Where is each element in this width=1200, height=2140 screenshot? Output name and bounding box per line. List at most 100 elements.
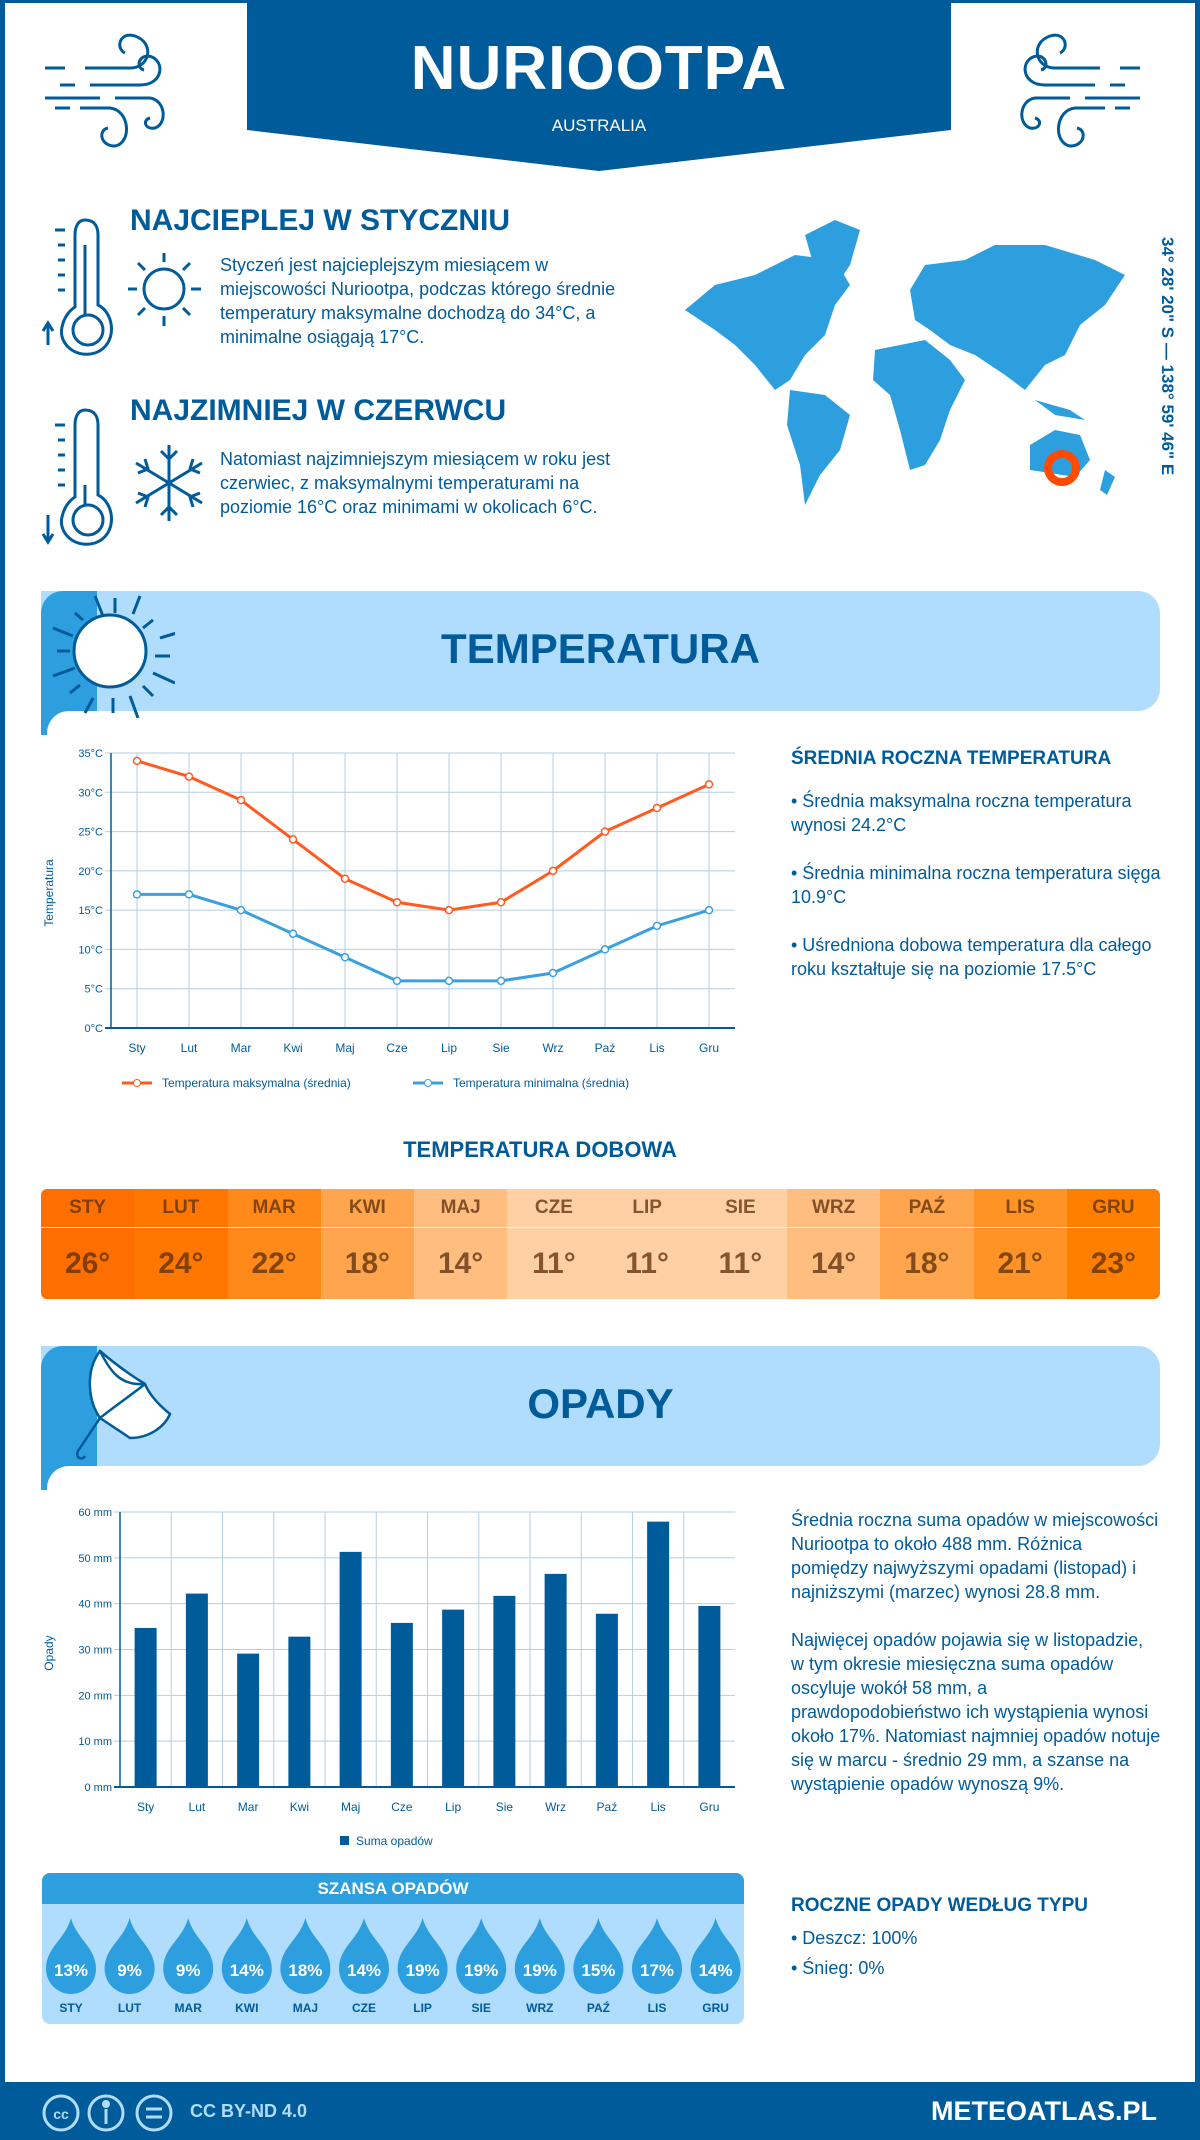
x-tick-label: Maj bbox=[335, 1041, 354, 1055]
daily-cell: PAŹ 18° bbox=[880, 1189, 974, 1299]
raindrop-icon bbox=[514, 1918, 565, 1994]
daily-cell: GRU 23° bbox=[1066, 1189, 1160, 1299]
cc-icon bbox=[42, 2094, 80, 2132]
daily-value: 18° bbox=[344, 1246, 391, 1280]
data-point bbox=[340, 953, 350, 962]
bar bbox=[647, 1521, 670, 1787]
precipitation-type-rain: • Deszcz: 100% bbox=[791, 1928, 918, 1948]
daily-month: MAJ bbox=[414, 1189, 508, 1228]
daily-cell: MAR 22° bbox=[227, 1189, 321, 1299]
x-tick-label: Kwi bbox=[290, 1800, 309, 1814]
daily-cell: SIE 11° bbox=[693, 1189, 787, 1299]
daily-month: WRZ bbox=[787, 1189, 881, 1228]
chance-month: MAR bbox=[175, 2001, 203, 2015]
chance-value: 9% bbox=[117, 1961, 142, 1980]
y-tick-label: 40 mm bbox=[78, 1599, 112, 1611]
y-tick-label: 20°C bbox=[78, 866, 103, 878]
x-tick-label: Wrz bbox=[542, 1041, 563, 1055]
data-point bbox=[340, 874, 350, 883]
summary-bullet: • Średnia minimalna roczna temperatura s… bbox=[791, 863, 1161, 907]
chance-month: LIP bbox=[413, 2001, 432, 2015]
attribution-icon bbox=[87, 2094, 125, 2132]
chance-value: 14% bbox=[347, 1961, 381, 1980]
location-marker bbox=[1044, 450, 1080, 486]
raindrop-icon bbox=[163, 1918, 214, 1994]
x-tick-label: Cze bbox=[386, 1041, 408, 1055]
chance-value: 13% bbox=[54, 1961, 88, 1980]
chance-month: CZE bbox=[352, 2001, 376, 2015]
chance-month: WRZ bbox=[526, 2001, 553, 2015]
no-derivatives-icon bbox=[135, 2094, 173, 2132]
x-tick-label: Maj bbox=[341, 1800, 360, 1814]
sun-icon bbox=[128, 253, 201, 326]
bar bbox=[442, 1609, 465, 1787]
precipitation-chance-panel: SZANSA OPADÓW 13% STY 9% LUT 9% MAR 14% KWI 18% M… bbox=[42, 1873, 744, 2024]
daily-value: 23° bbox=[1090, 1246, 1137, 1280]
license-icons[interactable]: cc bbox=[40, 2092, 180, 2134]
daily-cell: CZE 11° bbox=[507, 1189, 601, 1299]
data-point bbox=[288, 929, 298, 938]
bar bbox=[237, 1653, 260, 1787]
raindrop-icon bbox=[397, 1918, 448, 1994]
y-tick-label: 10°C bbox=[78, 944, 103, 956]
bar bbox=[185, 1593, 208, 1787]
daily-month: LUT bbox=[134, 1189, 228, 1228]
legend-label: Suma opadów bbox=[356, 1834, 433, 1848]
daily-month: SIE bbox=[693, 1189, 787, 1228]
x-tick-label: Sie bbox=[496, 1800, 514, 1814]
thermometer-up-icon bbox=[41, 218, 113, 356]
chance-month: KWI bbox=[235, 2001, 258, 2015]
data-point bbox=[600, 945, 610, 954]
y-axis-title: Temperatura bbox=[42, 859, 56, 927]
coldest-title: NAJZIMNIEJ W CZERWCU bbox=[130, 394, 507, 427]
data-point bbox=[496, 976, 506, 986]
raindrop-icon bbox=[456, 1918, 507, 1994]
x-tick-label: Gru bbox=[699, 1041, 719, 1055]
sun-icon bbox=[52, 595, 175, 718]
warmest-text: Styczeń jest najcieplejszym miesiącem w … bbox=[220, 255, 616, 347]
raindrop-icon bbox=[632, 1918, 682, 1994]
daily-month: CZE bbox=[507, 1189, 601, 1228]
precipitation-chance-title: SZANSA OPADÓW bbox=[42, 1873, 744, 1904]
x-tick-label: Mar bbox=[231, 1041, 252, 1055]
daily-cell: WRZ 14° bbox=[787, 1189, 881, 1299]
temperature-summary-title: ŚREDNIA ROCZNA TEMPERATURA bbox=[791, 748, 1112, 769]
daily-value: 22° bbox=[251, 1246, 297, 1280]
daily-value: 14° bbox=[810, 1246, 857, 1280]
daily-value: 18° bbox=[904, 1246, 950, 1280]
page-title: NURIOOTPA bbox=[410, 34, 788, 103]
site-link[interactable]: METEOATLAS.PL bbox=[931, 2096, 1157, 2126]
raindrop-icon bbox=[104, 1918, 155, 1994]
license-label[interactable]: CC BY-ND 4.0 bbox=[190, 2101, 308, 2121]
wind-icon bbox=[1020, 33, 1140, 148]
data-point bbox=[652, 921, 662, 931]
daily-cell: LUT 24° bbox=[134, 1189, 228, 1299]
chance-month: LUT bbox=[118, 2001, 142, 2015]
bar bbox=[134, 1627, 157, 1787]
chance-value: 19% bbox=[523, 1961, 557, 1980]
precipitation-banner: OPADY bbox=[41, 1346, 1160, 1466]
raindrop-icon bbox=[690, 1918, 741, 1994]
temperature-title: TEMPERATURA bbox=[441, 625, 760, 672]
chance-month: GRU bbox=[702, 2001, 729, 2015]
chance-month: PAŹ bbox=[587, 2000, 610, 2015]
data-point bbox=[444, 905, 454, 915]
summary-bullet: • Średnia maksymalna roczna temperatura … bbox=[791, 791, 1132, 835]
legend-marker bbox=[340, 1836, 349, 1845]
daily-cell: LIP 11° bbox=[600, 1189, 694, 1299]
coldest-text: Natomiast najzimniejszym miesiącem w rok… bbox=[220, 449, 611, 517]
coordinates: 34° 28' 20" S — 138° 59' 46" E bbox=[1158, 237, 1177, 476]
data-point bbox=[548, 968, 558, 978]
raindrop-icon bbox=[221, 1918, 272, 1994]
precipitation-chance-drops: 13% STY 9% LUT 9% MAR 14% KWI 18% MAJ 14% CZE 19% LIP… bbox=[46, 1918, 741, 2015]
daily-cell: LIS 21° bbox=[973, 1189, 1067, 1299]
temperature-chart: 0°C 5°C 10°C 15°C 20°C 25°C 30°C 35°C Sty Lut Mar K… bbox=[42, 748, 735, 1090]
data-point bbox=[132, 890, 142, 899]
temperature-banner: TEMPERATURA bbox=[41, 591, 1160, 711]
chance-month: STY bbox=[59, 2001, 82, 2015]
data-point bbox=[600, 827, 610, 836]
raindrop-icon bbox=[573, 1918, 624, 1994]
umbrella-icon bbox=[76, 1349, 172, 1460]
bar bbox=[698, 1605, 721, 1787]
